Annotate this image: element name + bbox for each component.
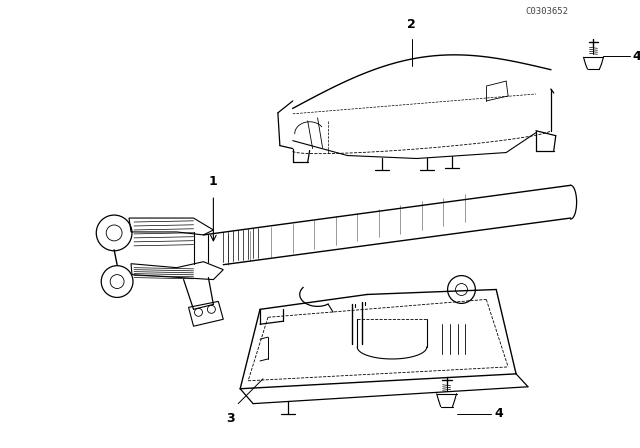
Text: 2: 2: [408, 18, 416, 31]
Text: 4: 4: [632, 50, 640, 63]
Text: 4: 4: [494, 407, 503, 420]
Text: 3: 3: [226, 412, 234, 425]
Text: 1: 1: [209, 175, 218, 188]
Text: C0303652: C0303652: [525, 7, 568, 16]
